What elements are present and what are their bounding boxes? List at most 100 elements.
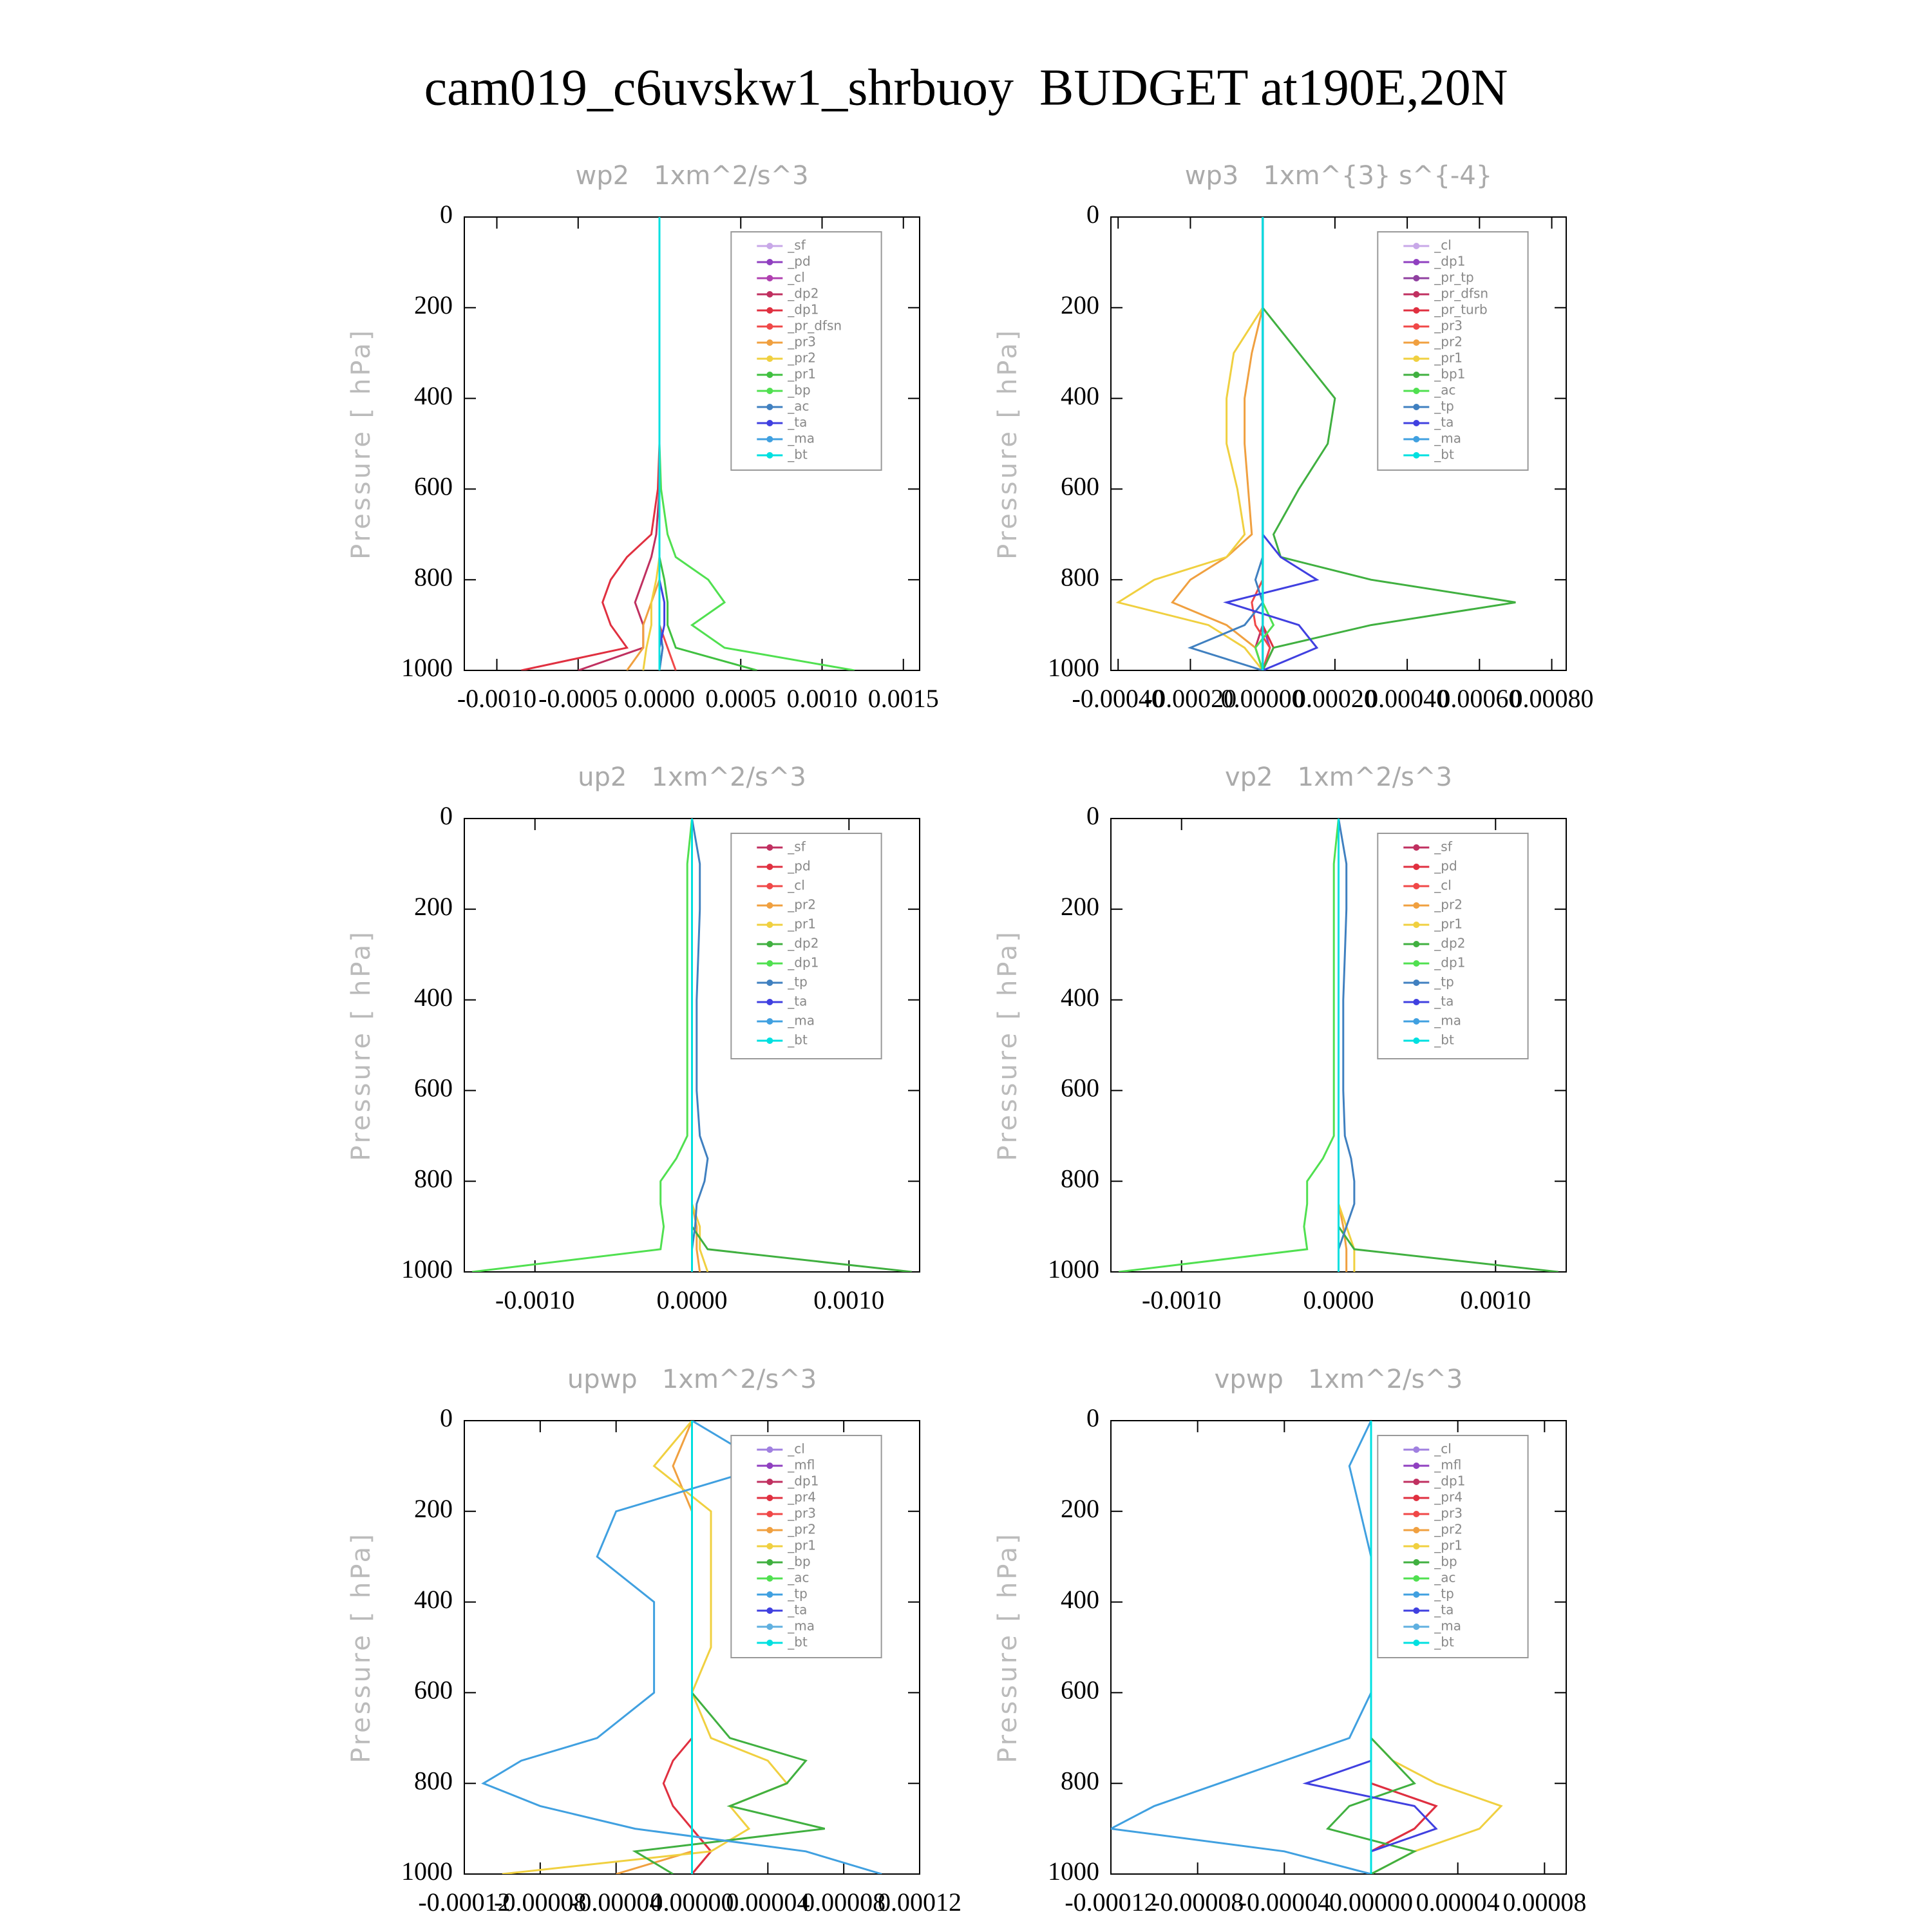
legend-label: _dp1 bbox=[787, 1473, 819, 1489]
x-tick-label: -0.0010 bbox=[495, 1285, 574, 1314]
x-tick-label: 0.0005 bbox=[705, 684, 776, 713]
legend-marker bbox=[766, 1511, 773, 1517]
legend-marker bbox=[766, 1575, 773, 1582]
y-tick-label: 1000 bbox=[401, 1255, 453, 1283]
legend-label: _pr2 bbox=[1434, 897, 1463, 913]
legend-label: _pr2 bbox=[1434, 1522, 1463, 1537]
legend-label: _pr1 bbox=[1434, 916, 1463, 932]
y-axis-label: Pressure [ hPa] bbox=[346, 1531, 376, 1763]
legend-marker bbox=[766, 1018, 773, 1025]
legend-marker bbox=[1413, 452, 1420, 459]
legend-marker bbox=[766, 259, 773, 265]
legend-label: _bp1 bbox=[1434, 366, 1465, 382]
x-tick-label: -0.00012 bbox=[418, 1888, 510, 1917]
y-tick-label: 0 bbox=[1086, 801, 1099, 830]
x-tick-label: 0.0000 bbox=[624, 684, 695, 713]
legend-box bbox=[1377, 833, 1529, 1059]
legend-label: _dp1 bbox=[787, 955, 819, 971]
panel: wp2 1xm^2/s^3 Pressure [ hPa] 0 200 400 600 80… bbox=[346, 161, 939, 713]
legend-label: _bt bbox=[787, 1032, 808, 1048]
x-tick-label: -0.00020 bbox=[1144, 684, 1236, 713]
legend-marker bbox=[766, 1446, 773, 1453]
y-tick-label: 0 bbox=[1086, 1403, 1099, 1432]
legend-marker bbox=[1413, 941, 1420, 947]
y-tick-label: 400 bbox=[1061, 983, 1099, 1012]
legend-marker bbox=[766, 452, 773, 459]
series-line bbox=[1262, 217, 1516, 670]
legend-marker bbox=[1413, 1018, 1420, 1025]
legend-label: _tp bbox=[1434, 1586, 1454, 1602]
legend-label: _tp bbox=[1434, 399, 1454, 414]
legend-marker bbox=[1413, 960, 1420, 967]
legend-marker bbox=[766, 1479, 773, 1485]
legend-label: _bp bbox=[787, 383, 810, 398]
legend-marker bbox=[1413, 259, 1420, 265]
legend-label: _pr1 bbox=[787, 366, 816, 382]
legend-marker bbox=[766, 307, 773, 314]
legend-label: _ma bbox=[1434, 1618, 1461, 1634]
legend-label: _bp bbox=[1434, 1554, 1457, 1569]
legend-marker bbox=[1413, 864, 1420, 870]
y-tick-label: 800 bbox=[1061, 1164, 1099, 1193]
panel-title: wp3 1xm^{3} s^{-4} bbox=[1185, 161, 1493, 191]
y-tick-label: 1000 bbox=[1048, 1857, 1099, 1886]
legend-marker bbox=[1413, 902, 1420, 909]
series-line bbox=[521, 217, 661, 670]
y-tick-label: 400 bbox=[1061, 381, 1099, 410]
legend-label: _bt bbox=[787, 1634, 808, 1650]
x-tick-label: 0.0000 bbox=[1303, 1285, 1374, 1314]
y-tick-label: 600 bbox=[1061, 1074, 1099, 1103]
legend-label: _cl bbox=[1434, 238, 1452, 253]
legend-marker bbox=[766, 941, 773, 947]
legend-marker bbox=[766, 1037, 773, 1044]
x-tick-label: -0.0010 bbox=[1142, 1285, 1221, 1314]
legend-label: _ta bbox=[787, 415, 807, 430]
legend-marker bbox=[766, 420, 773, 426]
legend-marker bbox=[766, 275, 773, 281]
series-group bbox=[1111, 1421, 1503, 1874]
legend-marker bbox=[766, 1640, 773, 1646]
series-line bbox=[1262, 217, 1275, 670]
y-axis-label: Pressure [ hPa] bbox=[346, 328, 376, 560]
y-tick-label: 200 bbox=[414, 290, 453, 319]
series-line bbox=[1115, 217, 1264, 670]
x-tick-label: -0.00008 bbox=[1151, 1888, 1244, 1917]
x-tick-label: 0.00008 bbox=[802, 1888, 886, 1917]
series-group bbox=[472, 819, 912, 1272]
legend-label: _ac bbox=[787, 399, 809, 414]
legend-marker bbox=[766, 980, 773, 986]
legend-box bbox=[730, 833, 882, 1059]
y-axis-label: Pressure [ hPa] bbox=[346, 929, 376, 1161]
legend-label: _bp bbox=[787, 1554, 810, 1569]
series-line bbox=[626, 217, 661, 670]
y-tick-label: 1000 bbox=[401, 1857, 453, 1886]
y-tick-label: 400 bbox=[414, 1585, 453, 1614]
legend-label: _pd bbox=[787, 858, 810, 874]
panel-title: wp2 1xm^2/s^3 bbox=[575, 161, 808, 191]
x-tick-label: -0.00040 bbox=[1072, 684, 1164, 713]
plot-frame bbox=[1110, 1420, 1567, 1875]
legend-marker bbox=[1413, 980, 1420, 986]
legend-marker bbox=[1413, 1624, 1420, 1630]
series-line bbox=[1111, 1421, 1372, 1874]
series-line bbox=[1262, 217, 1271, 670]
y-tick-label: 200 bbox=[1061, 892, 1099, 921]
legend-marker bbox=[1413, 420, 1420, 426]
legend-label: _ma bbox=[787, 1618, 815, 1634]
legend-label: _pr_tp bbox=[1434, 270, 1473, 285]
legend-box bbox=[730, 1435, 882, 1658]
legend-marker bbox=[766, 999, 773, 1005]
legend-label: _pd bbox=[1434, 858, 1457, 874]
plot-frame bbox=[464, 216, 920, 671]
x-tick-label: -0.00004 bbox=[570, 1888, 662, 1917]
legend-label: _cl bbox=[1434, 1441, 1452, 1457]
legend-marker bbox=[1413, 339, 1420, 346]
x-tick-label: 0.00040 bbox=[1365, 684, 1449, 713]
legend-label: _dp2 bbox=[787, 936, 819, 951]
legend-marker bbox=[1413, 883, 1420, 889]
legend-marker bbox=[1413, 1640, 1420, 1646]
panel-title: vp2 1xm^2/s^3 bbox=[1225, 762, 1452, 792]
legend-marker bbox=[1413, 355, 1420, 362]
x-tick-label: -0.00008 bbox=[494, 1888, 586, 1917]
legend-marker bbox=[766, 1591, 773, 1598]
